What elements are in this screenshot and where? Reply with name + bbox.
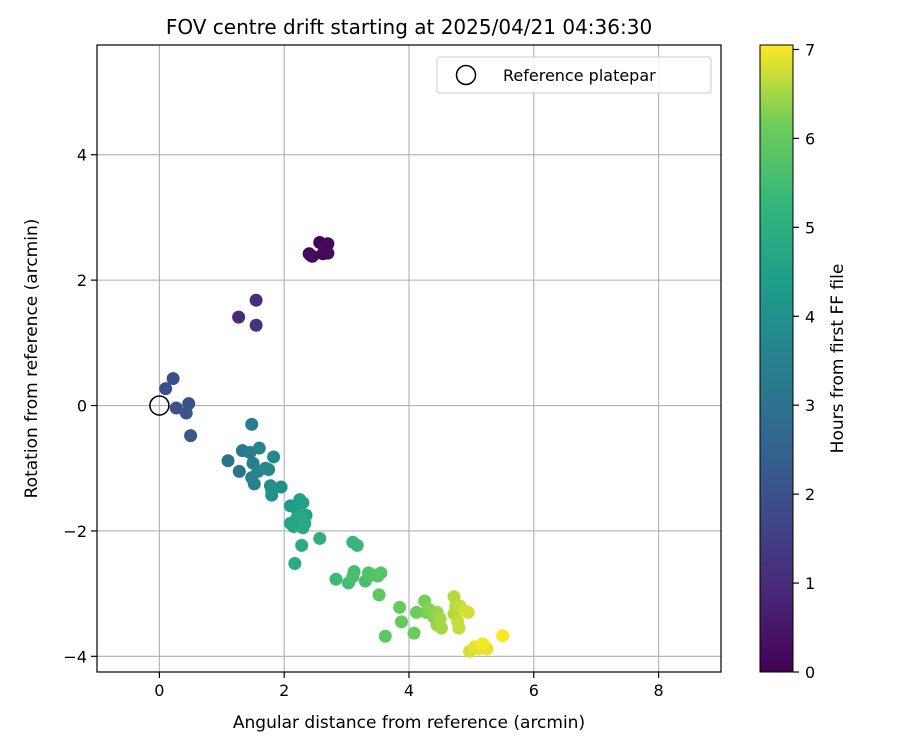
x-tick-label: 0 <box>154 681 164 700</box>
scatter-point <box>166 372 180 386</box>
scatter-point <box>247 477 261 491</box>
scatter-point <box>318 242 332 256</box>
scatter-point <box>249 318 263 332</box>
scatter-point <box>265 483 279 497</box>
scatter-point <box>245 417 259 431</box>
colorbar-tick-label: 6 <box>805 129 815 148</box>
colorbar-tick-label: 4 <box>805 307 815 326</box>
y-axis-ticks: −4 −2 0 2 4 <box>63 146 97 666</box>
scatter-point <box>221 454 235 468</box>
legend-box <box>436 56 712 94</box>
y-tick-label: 4 <box>77 146 87 165</box>
grid-lines <box>97 45 721 672</box>
colorbar-tick-label: 0 <box>805 663 815 682</box>
y-tick-label: −4 <box>63 647 87 666</box>
scatter-point <box>296 496 310 510</box>
scatter-point <box>159 382 173 396</box>
scatter-point <box>409 605 423 619</box>
colorbar-gradient <box>759 44 794 673</box>
colorbar-tick-label: 7 <box>805 40 815 59</box>
scatter-point <box>295 538 309 552</box>
colorbar-label: Hours from first FF file <box>828 264 848 454</box>
scatter-point <box>249 293 263 307</box>
legend-marker-reference <box>455 64 477 86</box>
x-tick-label: 4 <box>404 681 414 700</box>
scatter-point <box>496 629 510 643</box>
x-tick-label: 6 <box>529 681 539 700</box>
scatter-point <box>476 637 490 651</box>
scatter-point <box>350 538 364 552</box>
scatter-point <box>393 600 407 614</box>
scatter-point <box>395 615 409 629</box>
colorbar-tick-label: 3 <box>805 396 815 415</box>
scatter-point <box>407 626 421 640</box>
scatter-point <box>288 557 302 571</box>
scatter-point <box>461 605 475 619</box>
scatter-point <box>346 570 360 584</box>
x-tick-label: 8 <box>654 681 664 700</box>
y-tick-label: −2 <box>63 522 87 541</box>
scatter-point <box>262 462 276 476</box>
legend: Reference platepar <box>436 56 712 94</box>
scatter-point <box>232 310 246 324</box>
scatter-point <box>452 621 466 635</box>
y-tick-label: 0 <box>77 397 87 416</box>
chart-title: FOV centre drift starting at 2025/04/21 … <box>166 15 652 39</box>
scatter-point <box>184 429 198 443</box>
x-axis-label: Angular distance from reference (arcmin) <box>233 713 585 733</box>
colorbar-tick-label: 1 <box>805 574 815 593</box>
scatter-points <box>159 236 510 658</box>
scatter-point <box>267 450 281 464</box>
scatter-point <box>293 508 307 522</box>
scatter-point <box>232 464 246 478</box>
colorbar-tick-label: 2 <box>805 485 815 504</box>
y-axis-label: Rotation from reference (arcmin) <box>22 219 42 499</box>
x-tick-label: 2 <box>279 681 289 700</box>
x-axis-ticks: 0 2 4 6 8 <box>154 672 664 700</box>
colorbar-ticks: 0 1 2 3 4 5 6 7 <box>793 40 815 682</box>
colorbar-tick-label: 5 <box>805 218 815 237</box>
colorbar: 0 1 2 3 4 5 6 7 Hours from first FF file <box>759 40 848 682</box>
y-tick-label: 2 <box>77 271 87 290</box>
scatter-point <box>329 572 343 586</box>
scatter-point <box>252 441 266 455</box>
legend-label-reference: Reference platepar <box>503 66 656 85</box>
scatter-point <box>303 248 317 262</box>
scatter-point <box>313 531 327 545</box>
scatter-point <box>434 621 448 635</box>
scatter-point <box>372 588 386 602</box>
scatter-point <box>179 406 193 420</box>
scatter-point <box>378 629 392 643</box>
scatter-point <box>169 401 183 415</box>
scatter-point <box>374 566 388 580</box>
reference-point-marker <box>149 395 170 416</box>
